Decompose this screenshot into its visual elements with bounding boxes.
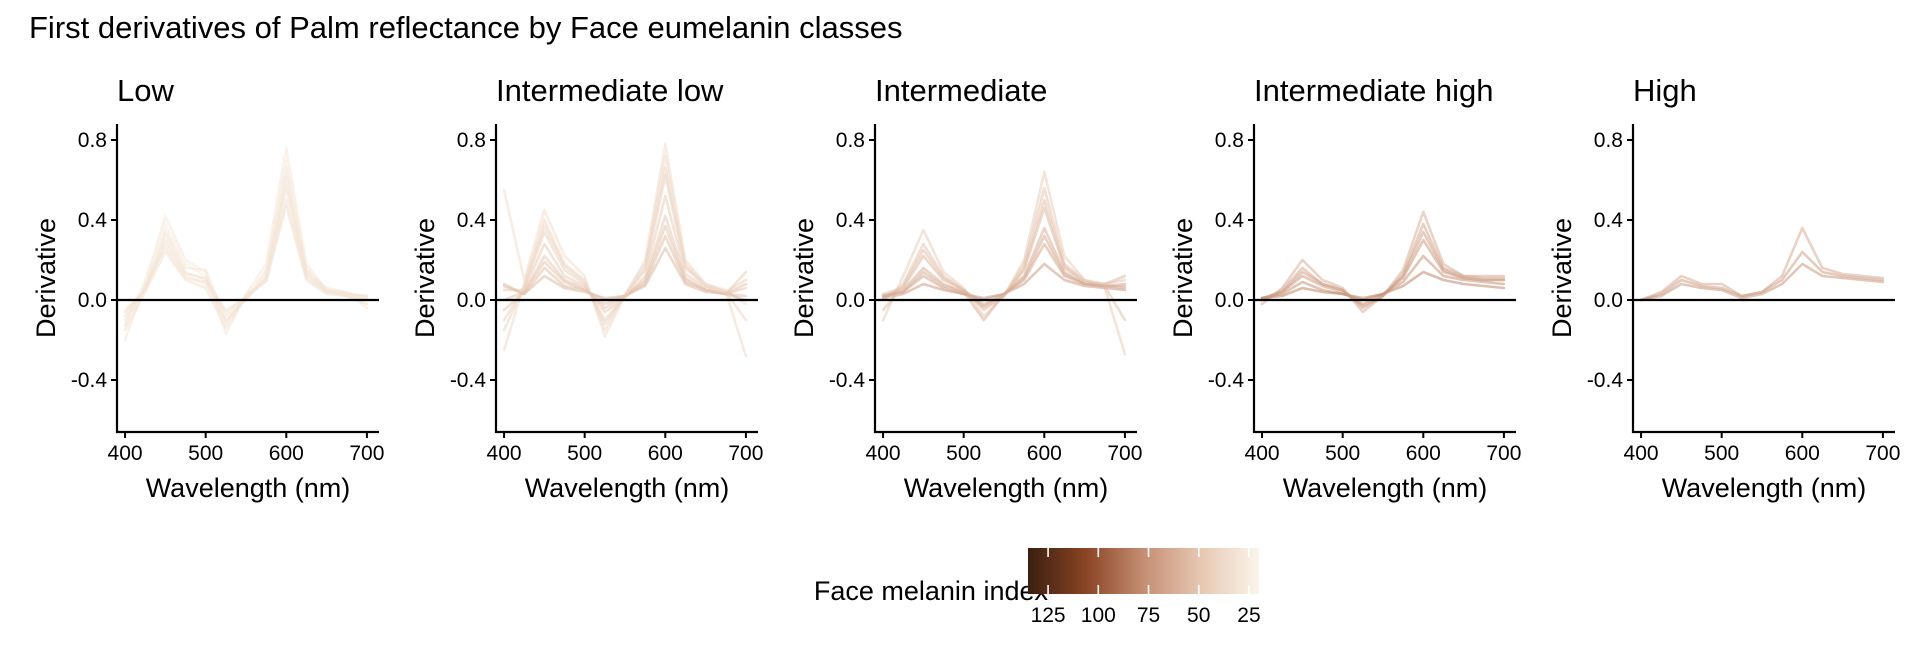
- series-line: [1639, 250, 1885, 302]
- series-line: [1260, 230, 1506, 308]
- panel-title: Intermediate: [875, 73, 1047, 108]
- x-tick-label: 500: [567, 442, 602, 465]
- panel-1: Intermediate low -0.4 0.0 0.4 0.8 400 500 600 70…: [410, 73, 763, 503]
- panel-title: Intermediate high: [1254, 73, 1494, 108]
- series-line: [881, 186, 1127, 312]
- series-group: [881, 170, 1127, 356]
- panel-title: High: [1633, 73, 1697, 108]
- x-tick-label: 400: [108, 442, 143, 465]
- series-line: [1639, 262, 1885, 302]
- series-line: [123, 204, 369, 332]
- x-axis-label: Wavelength (nm): [146, 473, 351, 503]
- x-axis-label: Wavelength (nm): [1662, 473, 1867, 503]
- series-line: [881, 234, 1127, 308]
- x-tick-label: 500: [946, 442, 981, 465]
- chart-title: First derivatives of Palm reflectance by…: [29, 10, 903, 45]
- x-tick-label: 600: [1785, 442, 1820, 465]
- legend-tick-label: 125: [1031, 604, 1066, 627]
- y-tick-label: 0.8: [1215, 129, 1244, 152]
- series-group: [123, 146, 369, 342]
- y-tick-label: -0.4: [829, 369, 866, 392]
- panel-title: Low: [117, 73, 174, 108]
- x-tick-label: 500: [188, 442, 223, 465]
- x-tick-label: 400: [1624, 442, 1659, 465]
- series-line: [881, 198, 1127, 322]
- panel-4: High -0.4 0.0 0.4 0.8 400 500 600 700 Wavelength …: [1547, 73, 1900, 503]
- y-tick-label: 0.0: [1594, 289, 1623, 312]
- x-tick-label: 700: [728, 442, 763, 465]
- panel-0: Low -0.4 0.0 0.4 0.8 400 500 600 700 Wavelength (…: [31, 73, 384, 503]
- y-tick-label: -0.4: [1587, 369, 1624, 392]
- x-axis-label: Wavelength (nm): [1283, 473, 1488, 503]
- y-axis-label: Derivative: [789, 218, 819, 338]
- x-axis-label: Wavelength (nm): [525, 473, 730, 503]
- panel-title: Intermediate low: [496, 73, 724, 108]
- y-tick-label: 0.8: [78, 129, 107, 152]
- y-axis-label: Derivative: [1547, 218, 1577, 338]
- y-tick-label: 0.4: [836, 209, 866, 232]
- y-tick-label: 0.0: [1215, 289, 1244, 312]
- panels: Low -0.4 0.0 0.4 0.8 400 500 600 700 Wavelength (…: [31, 73, 1900, 503]
- x-tick-label: 500: [1704, 442, 1739, 465]
- y-axis-label: Derivative: [31, 218, 61, 338]
- x-tick-label: 600: [1406, 442, 1441, 465]
- y-tick-label: 0.4: [457, 209, 487, 232]
- series-line: [502, 224, 748, 306]
- series-line: [502, 166, 748, 332]
- legend-tick-label: 100: [1081, 604, 1116, 627]
- y-axis-label: Derivative: [1168, 218, 1198, 338]
- x-tick-label: 600: [269, 442, 304, 465]
- y-tick-label: 0.4: [1215, 209, 1245, 232]
- x-tick-label: 400: [487, 442, 522, 465]
- legend-ticks: 125 100 75 50 25: [1031, 548, 1261, 627]
- y-tick-label: 0.4: [78, 209, 108, 232]
- legend-colorbar: [1028, 548, 1259, 594]
- series-line: [123, 198, 369, 328]
- x-tick-label: 600: [1027, 442, 1062, 465]
- legend: Face melanin index 125 100 75 50 25: [814, 548, 1261, 627]
- legend-tick-label: 75: [1137, 604, 1160, 627]
- x-axis-label: Wavelength (nm): [904, 473, 1109, 503]
- x-tick-label: 700: [1865, 442, 1900, 465]
- series-group: [1639, 226, 1885, 302]
- series-group: [502, 142, 748, 358]
- legend-tick-label: 50: [1187, 604, 1210, 627]
- x-tick-label: 400: [866, 442, 901, 465]
- x-tick-label: 700: [1486, 442, 1521, 465]
- panel-3: Intermediate high -0.4 0.0 0.4 0.8 400 500 600 7…: [1168, 73, 1521, 503]
- x-tick-label: 500: [1325, 442, 1360, 465]
- series-group: [1260, 210, 1506, 314]
- y-tick-label: -0.4: [450, 369, 487, 392]
- x-tick-label: 700: [349, 442, 384, 465]
- y-tick-label: 0.8: [457, 129, 486, 152]
- y-axis-label: Derivative: [410, 218, 440, 338]
- series-line: [1260, 270, 1506, 300]
- y-tick-label: 0.8: [836, 129, 865, 152]
- panel-2: Intermediate -0.4 0.0 0.4 0.8 400 500 600 700 Wav…: [789, 73, 1142, 503]
- x-tick-label: 700: [1107, 442, 1142, 465]
- y-tick-label: -0.4: [1208, 369, 1245, 392]
- y-tick-label: 0.0: [78, 289, 107, 312]
- x-tick-label: 400: [1245, 442, 1280, 465]
- y-tick-label: 0.4: [1594, 209, 1624, 232]
- legend-tick-label: 25: [1237, 604, 1260, 627]
- y-tick-label: -0.4: [71, 369, 108, 392]
- series-line: [1639, 226, 1885, 302]
- y-tick-label: 0.0: [836, 289, 865, 312]
- y-tick-label: 0.0: [457, 289, 486, 312]
- legend-title: Face melanin index: [814, 576, 1049, 606]
- y-tick-label: 0.8: [1594, 129, 1623, 152]
- x-tick-label: 600: [648, 442, 683, 465]
